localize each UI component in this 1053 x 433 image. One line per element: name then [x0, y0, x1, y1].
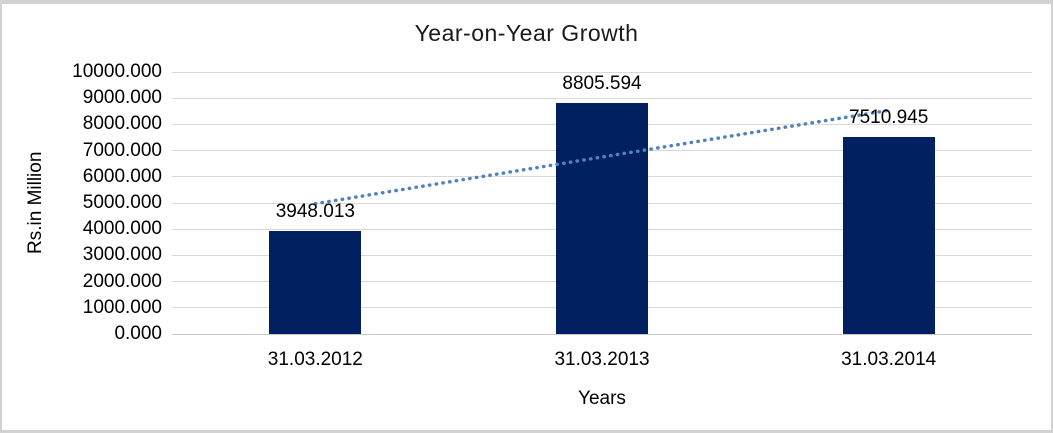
y-tick-label: 7000.000: [82, 139, 162, 161]
chart-title: Year-on-Year Growth: [414, 20, 639, 46]
x-category-label: 31.03.2012: [267, 349, 363, 370]
y-tick-label: 6000.000: [82, 165, 162, 187]
gridline: [172, 71, 1032, 73]
y-tick-label: 9000.000: [82, 87, 162, 109]
x-axis-title: Years: [578, 388, 626, 409]
bar: [269, 230, 362, 334]
y-tick-label: 4000.000: [82, 218, 162, 240]
y-tick-label: 5000.000: [82, 192, 162, 213]
y-tick-label: 0.000: [114, 323, 162, 344]
x-category-label: 31.03.2013: [554, 349, 650, 370]
y-tick-label: 1000.000: [82, 296, 162, 318]
bar-value-label: 7510.945: [849, 107, 929, 129]
gridline: [172, 97, 1032, 99]
x-category-label: 31.03.2014: [841, 349, 937, 370]
bar: [556, 103, 648, 334]
bar: [842, 137, 935, 334]
y-tick-label: 2000.000: [82, 270, 162, 292]
bar-value-label: 8805.594: [562, 73, 642, 95]
bar-value-label: 3948.013: [275, 200, 355, 222]
y-tick-label: 10000.000: [72, 61, 162, 82]
x-axis-line: [172, 333, 1032, 335]
y-tick-label: 8000.000: [82, 113, 162, 135]
y-tick-label: 3000.000: [82, 244, 162, 266]
